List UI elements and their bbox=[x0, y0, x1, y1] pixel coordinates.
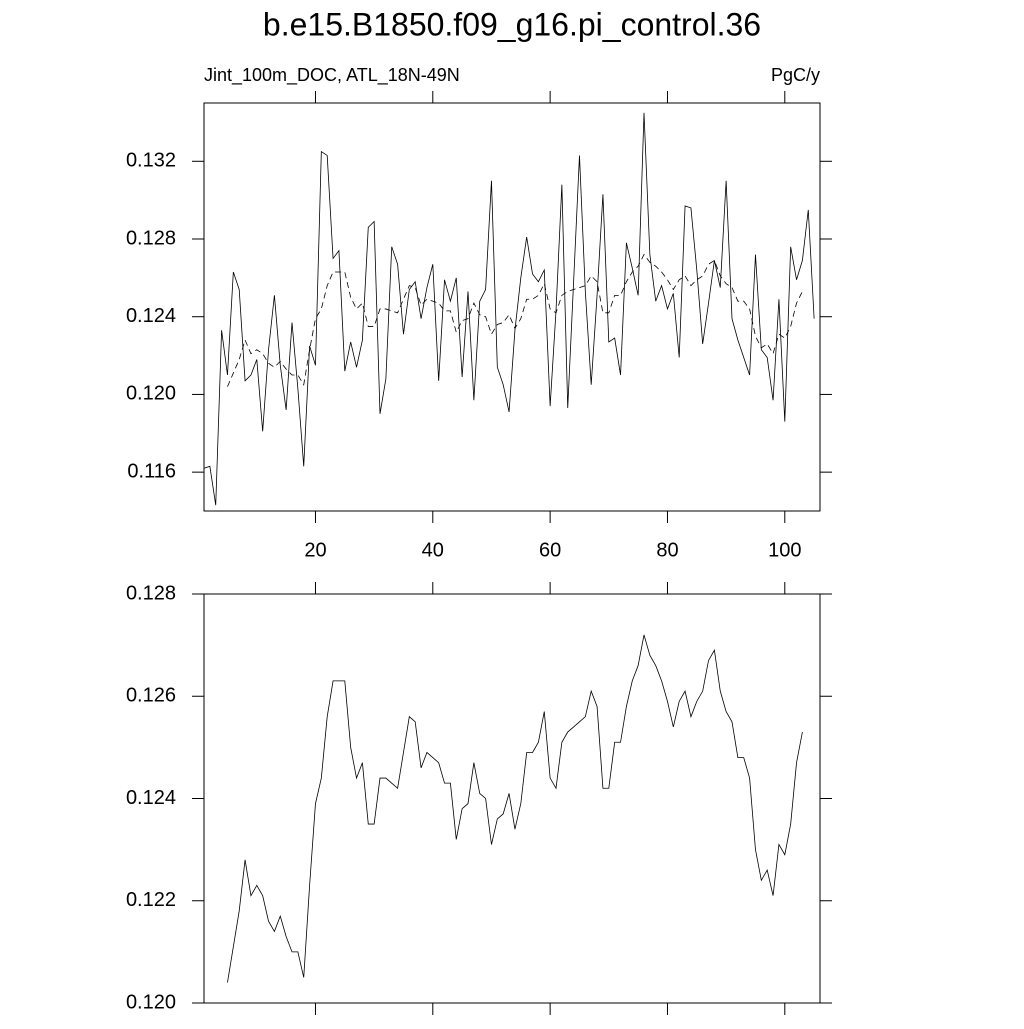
y-tick-label: 0.128 bbox=[126, 582, 176, 604]
y-tick-label: 0.124 bbox=[126, 305, 176, 327]
y-tick-label: 0.132 bbox=[126, 150, 176, 172]
x-tick-label: 80 bbox=[656, 539, 678, 561]
y-tick-label: 0.122 bbox=[126, 889, 176, 911]
x-tick-label: 40 bbox=[422, 539, 444, 561]
data-line bbox=[227, 634, 803, 983]
plot-frame bbox=[203, 593, 821, 1004]
subtitle-left: Jint_100m_DOC, ATL_18N-49N bbox=[204, 65, 460, 86]
y-tick-label: 0.116 bbox=[127, 460, 176, 482]
chart-title: b.e15.B1850.f09_g16.pi_control.36 bbox=[263, 6, 761, 42]
y-tick-label: 0.124 bbox=[126, 787, 176, 809]
y-tick-label: 0.128 bbox=[126, 227, 176, 249]
y-tick-label: 0.126 bbox=[126, 685, 176, 707]
x-tick-label: 100 bbox=[768, 539, 801, 561]
data-line bbox=[203, 112, 815, 506]
y-tick-label: 0.120 bbox=[126, 383, 176, 405]
plot-frame bbox=[203, 102, 821, 512]
x-tick-label: 20 bbox=[304, 539, 326, 561]
y-tick-label: 0.120 bbox=[126, 991, 176, 1013]
data-line bbox=[227, 253, 803, 387]
x-tick-label: 60 bbox=[539, 539, 561, 561]
subtitle-right: PgC/y bbox=[771, 65, 820, 85]
